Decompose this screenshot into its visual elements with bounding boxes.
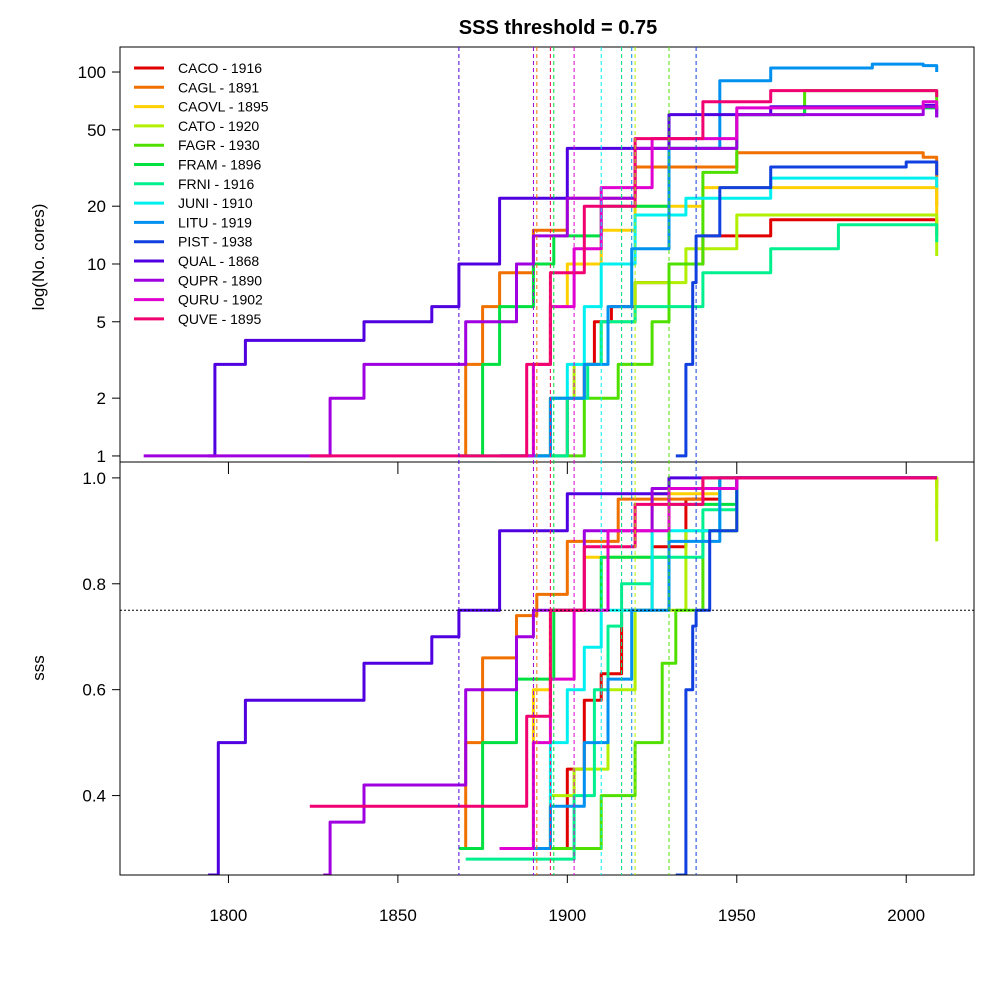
cores-line-pist bbox=[675, 160, 939, 458]
sss-line-qupr bbox=[323, 476, 937, 875]
top-ytick-label: 50 bbox=[87, 121, 106, 140]
legend-label-litu: LITU - 1919 bbox=[178, 214, 252, 230]
top-panel-ylabel: log(No. cores) bbox=[29, 204, 48, 311]
sss-line-quru bbox=[499, 476, 937, 850]
xtick-label: 2000 bbox=[887, 906, 925, 925]
legend-label-quve: QUVE - 1895 bbox=[178, 311, 261, 327]
cores-line-quve bbox=[309, 89, 939, 458]
sss-line-caovl bbox=[519, 476, 939, 850]
top-ytick-label: 1 bbox=[97, 447, 106, 466]
sss-line-juni bbox=[499, 476, 937, 850]
legend-label-qual: QUAL - 1868 bbox=[178, 253, 259, 269]
cores-line-caovl bbox=[519, 186, 939, 458]
sss-line-cagl bbox=[458, 476, 939, 850]
sss-line-quve bbox=[309, 476, 937, 808]
bottom-panel-ylabel: sss bbox=[29, 655, 48, 681]
top-ytick-label: 10 bbox=[87, 255, 106, 274]
legend-label-fram: FRAM - 1896 bbox=[178, 157, 261, 173]
cores-line-litu bbox=[499, 62, 939, 458]
sss-line-frni bbox=[465, 476, 937, 861]
legend-label-pist: PIST - 1938 bbox=[178, 234, 253, 250]
chart-title: SSS threshold = 0.75 bbox=[459, 17, 657, 39]
bottom-panel: 0.4 0.6 0.8 1.0 bbox=[82, 461, 975, 876]
xtick-label: 1900 bbox=[548, 906, 586, 925]
bottom-ytick-label: 0.8 bbox=[82, 575, 106, 594]
legend-label-cagl: CAGL - 1891 bbox=[178, 79, 259, 95]
cores-line-qual bbox=[208, 103, 939, 458]
bottom-ytick-label: 0.6 bbox=[82, 681, 106, 700]
sss-line-cato bbox=[519, 476, 939, 850]
cores-line-quru bbox=[499, 100, 939, 458]
legend-label-juni: JUNI - 1910 bbox=[178, 195, 253, 211]
cores-line-cato bbox=[519, 213, 939, 458]
bottom-panel-frame bbox=[119, 461, 975, 876]
top-ytick-label: 2 bbox=[97, 389, 106, 408]
bottom-ytick-label: 1.0 bbox=[82, 469, 106, 488]
bottom-ytick-label: 0.4 bbox=[82, 787, 106, 806]
legend-label-caovl: CAOVL - 1895 bbox=[178, 99, 269, 115]
top-series-group bbox=[143, 62, 939, 458]
x-axis: 1800 1850 1900 1950 2000 bbox=[210, 875, 925, 925]
xtick-label: 1800 bbox=[210, 906, 248, 925]
legend-label-cato: CATO - 1920 bbox=[178, 118, 259, 134]
cores-line-qupr bbox=[143, 105, 939, 458]
xtick-label: 1950 bbox=[718, 906, 756, 925]
sss-line-litu bbox=[499, 476, 937, 850]
legend: CACO - 1916 CAGL - 1891 CAOVL - 1895 CATO -… bbox=[134, 60, 269, 327]
bottom-series-group bbox=[208, 476, 939, 875]
legend-label-caco: CACO - 1916 bbox=[178, 60, 262, 76]
sss-line-qual bbox=[208, 476, 937, 875]
top-ytick-label: 5 bbox=[97, 313, 106, 332]
legend-label-qupr: QUPR - 1890 bbox=[178, 272, 262, 288]
sss-line-pist bbox=[675, 476, 937, 875]
sss-line-fram bbox=[458, 476, 937, 850]
cores-line-caco bbox=[533, 218, 939, 458]
top-ytick-label: 100 bbox=[78, 63, 106, 82]
legend-label-fagr: FAGR - 1930 bbox=[178, 137, 260, 153]
legend-label-frni: FRNI - 1916 bbox=[178, 176, 254, 192]
cores-line-fram bbox=[458, 106, 939, 458]
legend-label-quru: QURU - 1902 bbox=[178, 292, 263, 308]
xtick-label: 1850 bbox=[379, 906, 417, 925]
top-ytick-label: 20 bbox=[87, 197, 106, 216]
